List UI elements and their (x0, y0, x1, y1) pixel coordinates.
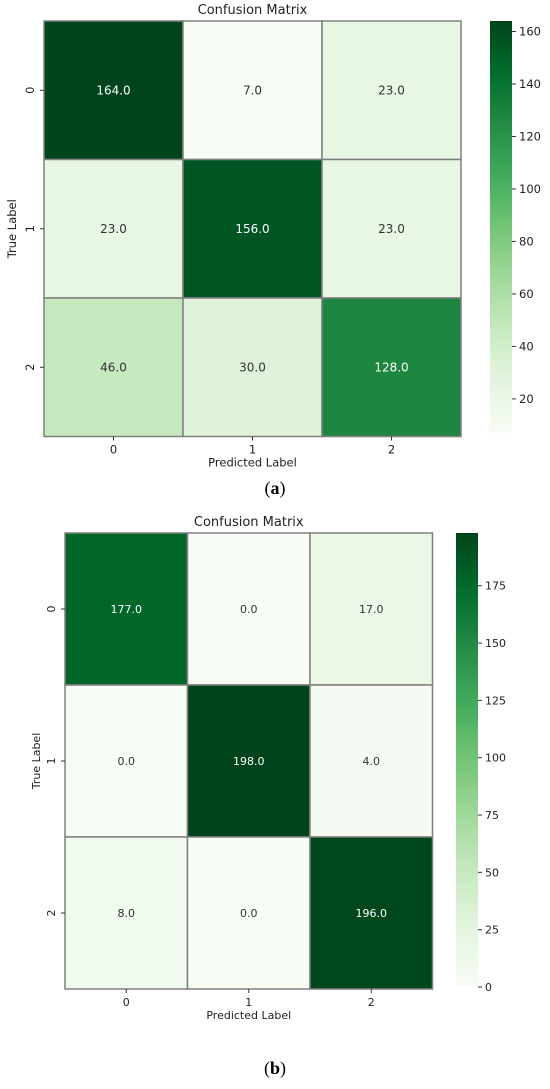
cell-0-1 (186, 532, 311, 686)
colorbar-tick-label: 100 (519, 182, 541, 196)
cell-label-2-2: 196.0 (356, 907, 388, 920)
x-tick-label: 0 (110, 443, 117, 457)
cell-0-2 (321, 20, 462, 161)
colorbar-tick-label: 175 (485, 580, 506, 593)
y-tick-label: 1 (45, 758, 58, 765)
cell-label-1-0: 23.0 (100, 222, 127, 236)
cell-label-2-0: 46.0 (100, 360, 127, 374)
y-axis-label: True Label (5, 199, 19, 259)
x-axis-label: Predicted Label (206, 1009, 291, 1022)
cell-label-2-0: 8.0 (118, 907, 136, 920)
y-axis-label: True Label (30, 733, 43, 791)
colorbar-tick-label: 80 (519, 234, 534, 248)
cell-label-1-1: 198.0 (233, 755, 265, 768)
cell-1-2 (321, 158, 462, 299)
cell-label-1-0: 0.0 (118, 755, 136, 768)
cell-label-1-1: 156.0 (235, 222, 269, 236)
chart-title: Confusion Matrix (198, 3, 308, 18)
colorbar-tick-label: 60 (519, 287, 534, 301)
colorbar-tick-label: 20 (519, 392, 534, 406)
cell-label-0-0: 164.0 (96, 83, 130, 97)
y-tick-label: 0 (45, 606, 58, 613)
cell-1-0 (43, 158, 184, 299)
cell-2-0 (64, 836, 189, 990)
chart-title: Confusion Matrix (194, 515, 304, 530)
heatmap-cells: 164.0 7.0 23.0 23.0 156.0 23.0 46.0 30.0 128.0 (43, 20, 462, 438)
colorbar (456, 533, 478, 987)
colorbar-tick-label: 50 (485, 866, 499, 879)
y-tick-label: 0 (23, 87, 37, 94)
cell-label-0-1: 0.0 (240, 603, 258, 616)
colorbar-tick-label: 40 (519, 339, 534, 353)
cell-2-1 (182, 297, 323, 438)
caption-b: (b) (263, 1058, 286, 1078)
cell-1-1 (182, 158, 323, 299)
y-tick-label: 1 (23, 225, 37, 232)
x-tick-label: 2 (388, 443, 395, 457)
colorbar-tick-label: 125 (485, 694, 506, 707)
cell-label-1-2: 4.0 (363, 755, 381, 768)
y-tick-label: 2 (23, 364, 37, 371)
cell-label-0-1: 7.0 (243, 83, 262, 97)
colorbar-tick-label: 120 (519, 129, 541, 143)
confusion-matrix-b: Confusion Matrix 177.0 0.0 17.0 0.0 198.0 4.0 8… (30, 515, 506, 1022)
heatmap-cells: 177.0 0.0 17.0 0.0 198.0 4.0 8.0 0.0 196.0 (64, 532, 434, 990)
y-tick-label: 2 (45, 910, 58, 917)
colorbar-tick-label: 0 (485, 981, 492, 994)
x-tick-label: 2 (368, 996, 375, 1009)
colorbar-tick-label: 150 (485, 637, 506, 650)
x-tick-label: 0 (123, 996, 130, 1009)
x-axis-label: Predicted Label (208, 456, 297, 470)
cell-label-0-2: 17.0 (359, 603, 384, 616)
cell-label-0-0: 177.0 (111, 603, 143, 616)
x-tick-label: 1 (245, 996, 252, 1009)
colorbar-tick-label: 100 (485, 752, 506, 765)
colorbar-tick-label: 140 (519, 77, 541, 91)
colorbar-tick-label: 160 (519, 24, 541, 38)
cell-label-0-2: 23.0 (378, 83, 405, 97)
colorbar (490, 21, 512, 433)
colorbar-tick-label: 25 (485, 924, 499, 937)
cell-0-1 (182, 20, 323, 161)
cell-0-2 (309, 532, 434, 686)
cell-0-0 (43, 20, 184, 161)
cell-label-2-1: 30.0 (239, 360, 266, 374)
confusion-matrix-a: Confusion Matrix 164.0 7.0 23.0 23.0 156.0 23.… (5, 3, 541, 470)
cell-label-2-2: 128.0 (374, 360, 408, 374)
cell-1-2 (309, 684, 434, 838)
caption-a: (a) (264, 478, 286, 498)
cell-label-2-1: 0.0 (240, 907, 258, 920)
x-tick-label: 1 (249, 443, 256, 457)
cell-label-1-2: 23.0 (378, 222, 405, 236)
colorbar-tick-label: 75 (485, 809, 499, 822)
